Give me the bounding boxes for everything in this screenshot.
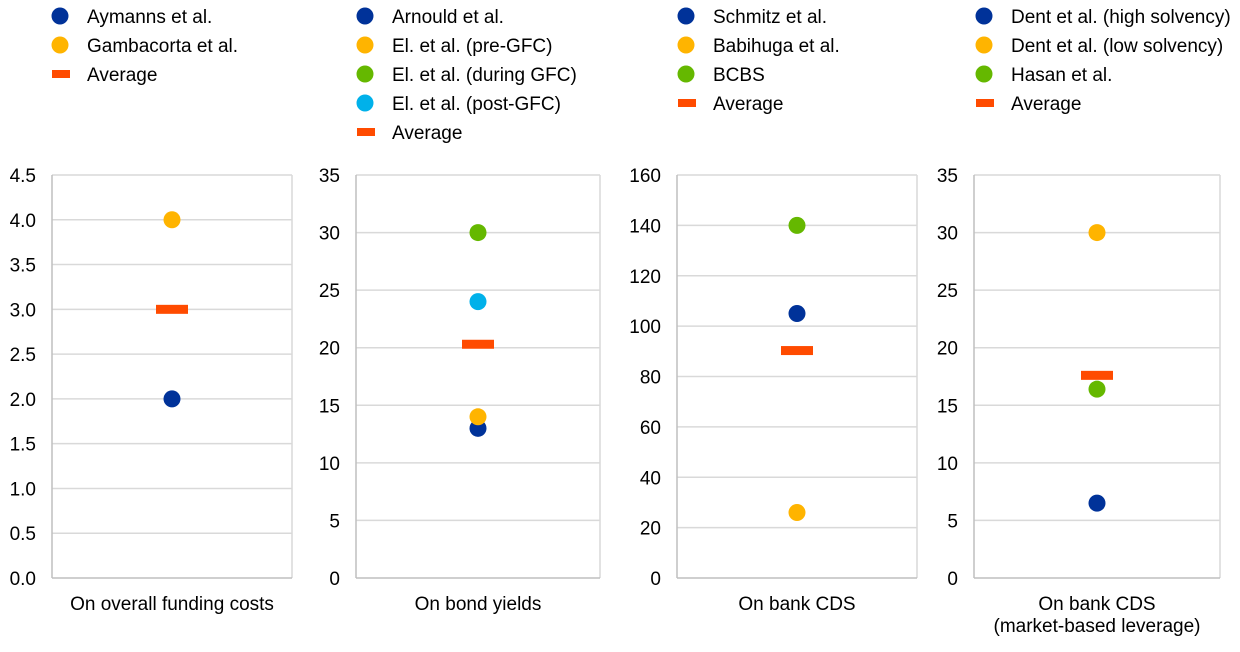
legend-swatch-dash	[357, 128, 375, 136]
y-tick-label: 140	[629, 216, 661, 237]
legend-swatch-circle	[677, 7, 695, 25]
y-tick-label: 0.5	[10, 524, 36, 545]
legend-label: Arnould et al.	[392, 7, 504, 28]
legend-swatch-circle	[356, 7, 374, 25]
legend-label: El. et al. (during GFC)	[392, 65, 577, 86]
y-tick-label: 0	[329, 569, 340, 590]
legend-swatch-circle	[356, 65, 374, 83]
legend-swatch-circle	[51, 36, 69, 54]
x-axis-label: On bank CDS	[1038, 594, 1155, 615]
legend-label: Schmitz et al.	[713, 7, 827, 28]
y-tick-label: 30	[937, 224, 958, 245]
data-point	[163, 211, 181, 229]
data-point	[163, 390, 181, 408]
y-tick-label: 3.0	[10, 300, 36, 321]
y-tick-label: 20	[937, 339, 958, 360]
legend-swatch-dash	[52, 70, 70, 78]
panel-3: 0 20 40 60 80 100 120 140 160 On bank CDS Schmitz …	[629, 7, 918, 615]
y-tick-label: 15	[937, 396, 958, 417]
data-point	[1088, 380, 1106, 398]
data-point	[1088, 494, 1106, 512]
y-tick-label: 5	[329, 511, 340, 532]
data-point	[1088, 224, 1106, 242]
legend-label: Dent et al. (high solvency)	[1011, 7, 1231, 28]
y-tick-label: 25	[319, 281, 340, 302]
legend-label: Hasan et al.	[1011, 65, 1112, 86]
legend-swatch-circle	[975, 36, 993, 54]
y-tick-label: 1.5	[10, 435, 36, 456]
legend-swatch-circle	[51, 7, 69, 25]
average-marker	[781, 346, 813, 356]
panel-2: 0 5 10 15 20 25 30 35 On bond yields Arnould et a…	[319, 7, 601, 615]
average-marker	[156, 304, 188, 314]
x-axis-label: On overall funding costs	[70, 594, 274, 615]
legend-label: Average	[713, 94, 783, 115]
data-point	[469, 293, 487, 311]
y-tick-label: 35	[937, 166, 958, 187]
y-tick-label: 5	[947, 511, 958, 532]
y-tick-label: 10	[319, 454, 340, 475]
legend-label: Gambacorta et al.	[87, 36, 238, 57]
x-axis-label: (market-based leverage)	[994, 616, 1201, 637]
average-marker	[1081, 370, 1113, 380]
y-tick-label: 20	[319, 339, 340, 360]
y-tick-label: 120	[629, 267, 661, 288]
legend-swatch-dash	[678, 99, 696, 107]
y-tick-label: 2.5	[10, 345, 36, 366]
y-tick-label: 0	[947, 569, 958, 590]
average-marker	[462, 339, 494, 349]
legend-swatch-circle	[677, 36, 695, 54]
data-point	[788, 216, 806, 234]
legend-swatch-circle	[677, 65, 695, 83]
y-tick-label: 0.0	[10, 569, 36, 590]
y-tick-label: 3.5	[10, 256, 36, 277]
y-tick-label: 1.0	[10, 479, 36, 500]
y-tick-label: 100	[629, 317, 661, 338]
legend-label: El. et al. (post-GFC)	[392, 94, 561, 115]
y-tick-label: 10	[937, 454, 958, 475]
panel-1: 0.0 0.5 1.0 1.5 2.0 2.5 3.0 3.5 4.0 4.5 On overall…	[10, 7, 293, 615]
y-tick-label: 30	[319, 224, 340, 245]
data-point	[788, 504, 806, 522]
y-tick-label: 160	[629, 166, 661, 187]
legend-label: El. et al. (pre-GFC)	[392, 36, 552, 57]
panel-4: 0 5 10 15 20 25 30 35 On bank CDS(market-based l…	[937, 7, 1231, 637]
legend-label: Average	[1011, 94, 1081, 115]
data-point	[469, 408, 487, 426]
x-axis-label: On bank CDS	[738, 594, 855, 615]
legend-label: Aymanns et al.	[87, 7, 212, 28]
y-tick-label: 20	[640, 519, 661, 540]
data-point	[469, 224, 487, 242]
y-tick-label: 35	[319, 166, 340, 187]
y-tick-label: 2.0	[10, 390, 36, 411]
legend-swatch-circle	[975, 65, 993, 83]
legend-swatch-circle	[356, 94, 374, 112]
y-tick-label: 4.5	[10, 166, 36, 187]
legend-label: BCBS	[713, 65, 765, 86]
y-tick-label: 4.0	[10, 211, 36, 232]
x-axis-label: On bond yields	[415, 594, 542, 615]
y-tick-label: 0	[650, 569, 661, 590]
y-tick-label: 25	[937, 281, 958, 302]
y-tick-label: 40	[640, 468, 661, 489]
data-point	[788, 305, 806, 323]
y-tick-label: 60	[640, 418, 661, 439]
legend-label: Average	[87, 65, 157, 86]
legend-label: Dent et al. (low solvency)	[1011, 36, 1223, 57]
legend-swatch-circle	[975, 7, 993, 25]
y-tick-label: 80	[640, 368, 661, 389]
y-tick-label: 15	[319, 396, 340, 417]
legend-swatch-circle	[356, 36, 374, 54]
legend-swatch-dash	[976, 99, 994, 107]
legend-label: Average	[392, 123, 462, 144]
legend-label: Babihuga et al.	[713, 36, 840, 57]
